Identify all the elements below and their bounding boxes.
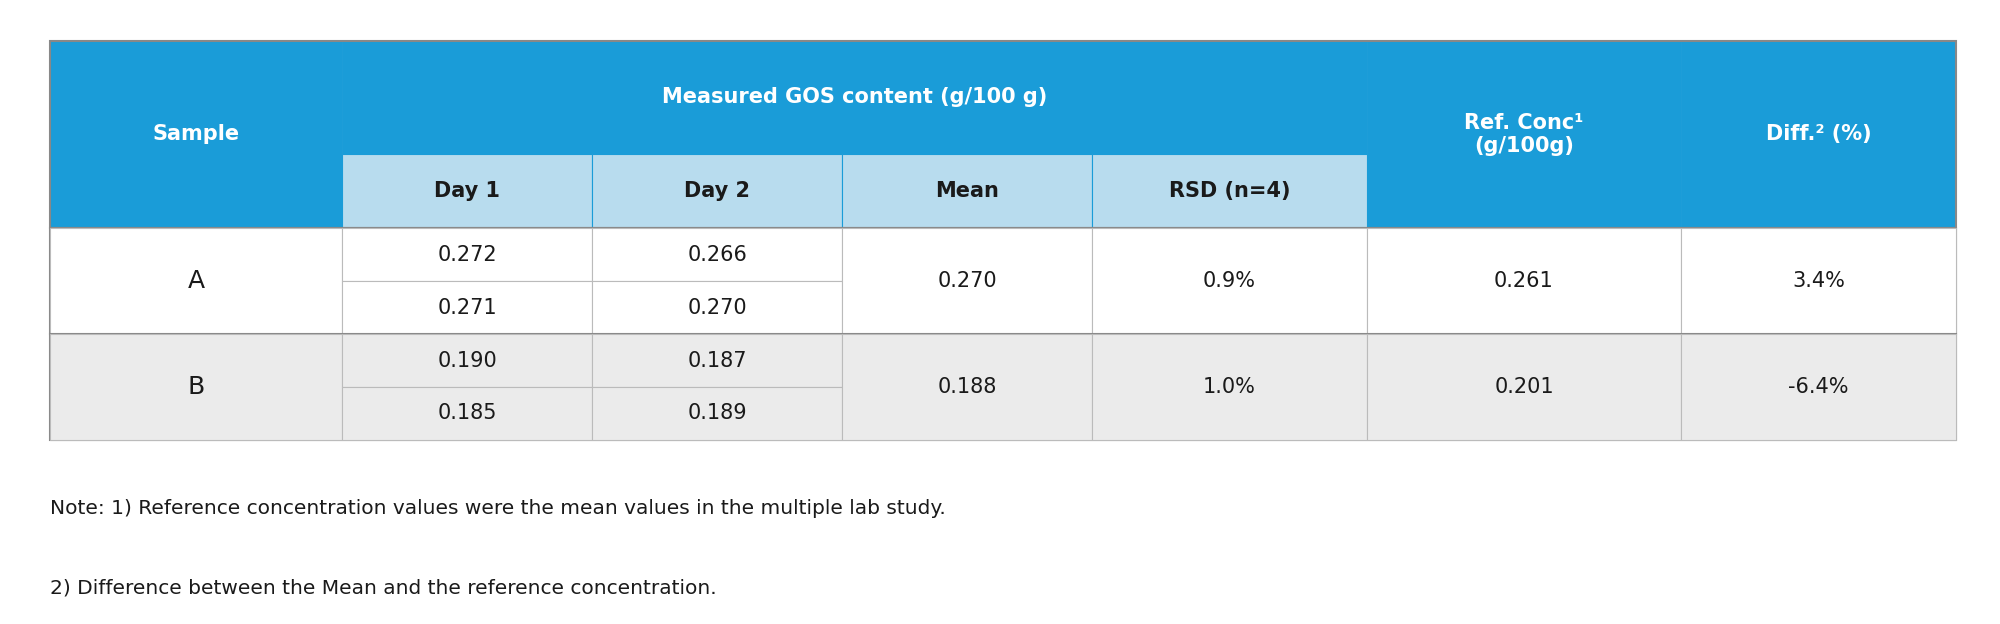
Bar (592, 281, 842, 334)
Text: Diff.² (%): Diff.² (%) (1766, 124, 1872, 144)
Text: 0.9%: 0.9% (1204, 271, 1256, 291)
Bar (50, 334, 1956, 440)
Text: Day 1: Day 1 (434, 182, 500, 202)
Text: Measured GOS content (g/100 g): Measured GOS content (g/100 g) (662, 87, 1048, 107)
Text: Mean: Mean (936, 182, 998, 202)
Text: 0.261: 0.261 (1494, 271, 1554, 291)
Bar (842, 228, 1092, 334)
Text: 0.271: 0.271 (438, 298, 498, 318)
Text: 0.185: 0.185 (438, 404, 496, 424)
Text: B: B (188, 375, 204, 399)
Bar (1092, 228, 1368, 334)
Bar (1680, 228, 1956, 334)
Bar (342, 228, 592, 281)
Text: Ref. Conc¹
(g/100g): Ref. Conc¹ (g/100g) (1464, 113, 1584, 156)
Text: 0.187: 0.187 (688, 351, 746, 371)
Bar (342, 334, 592, 387)
Bar (342, 41, 1368, 154)
Bar (342, 154, 592, 228)
Text: -6.4%: -6.4% (1788, 377, 1848, 397)
Bar (842, 154, 1092, 228)
Bar (342, 387, 592, 440)
Text: Note: 1) Reference concentration values were the mean values in the multiple lab: Note: 1) Reference concentration values … (50, 499, 946, 518)
Text: 0.270: 0.270 (688, 298, 746, 318)
Bar (50, 334, 1956, 440)
Bar (342, 281, 592, 334)
Bar (50, 41, 342, 228)
Text: 0.188: 0.188 (938, 377, 996, 397)
Bar (1368, 228, 1680, 334)
Text: 0.272: 0.272 (438, 245, 498, 265)
Bar (1368, 41, 1680, 228)
Text: 3.4%: 3.4% (1792, 271, 1844, 291)
Text: 0.189: 0.189 (688, 404, 746, 424)
Bar (50, 334, 342, 440)
Text: 0.190: 0.190 (438, 351, 498, 371)
Bar (1092, 334, 1368, 440)
Text: Day 2: Day 2 (684, 182, 750, 202)
Bar (1680, 334, 1956, 440)
Bar (1680, 41, 1956, 228)
Bar (592, 228, 842, 281)
Text: 2) Difference between the Mean and the reference concentration.: 2) Difference between the Mean and the r… (50, 578, 716, 597)
Text: RSD (n=4): RSD (n=4) (1168, 182, 1290, 202)
Bar (592, 334, 842, 387)
Bar (842, 334, 1092, 440)
Bar (50, 41, 1956, 228)
Text: 0.270: 0.270 (938, 271, 996, 291)
Bar (1368, 334, 1680, 440)
Text: A: A (188, 269, 204, 293)
Bar (50, 228, 1956, 334)
Text: 1.0%: 1.0% (1204, 377, 1256, 397)
Bar (50, 228, 1956, 334)
Bar (1092, 154, 1368, 228)
Bar (50, 228, 342, 334)
Bar (592, 154, 842, 228)
Bar (592, 387, 842, 440)
Text: 0.266: 0.266 (688, 245, 748, 265)
Text: Sample: Sample (152, 124, 240, 144)
Text: 0.201: 0.201 (1494, 377, 1554, 397)
